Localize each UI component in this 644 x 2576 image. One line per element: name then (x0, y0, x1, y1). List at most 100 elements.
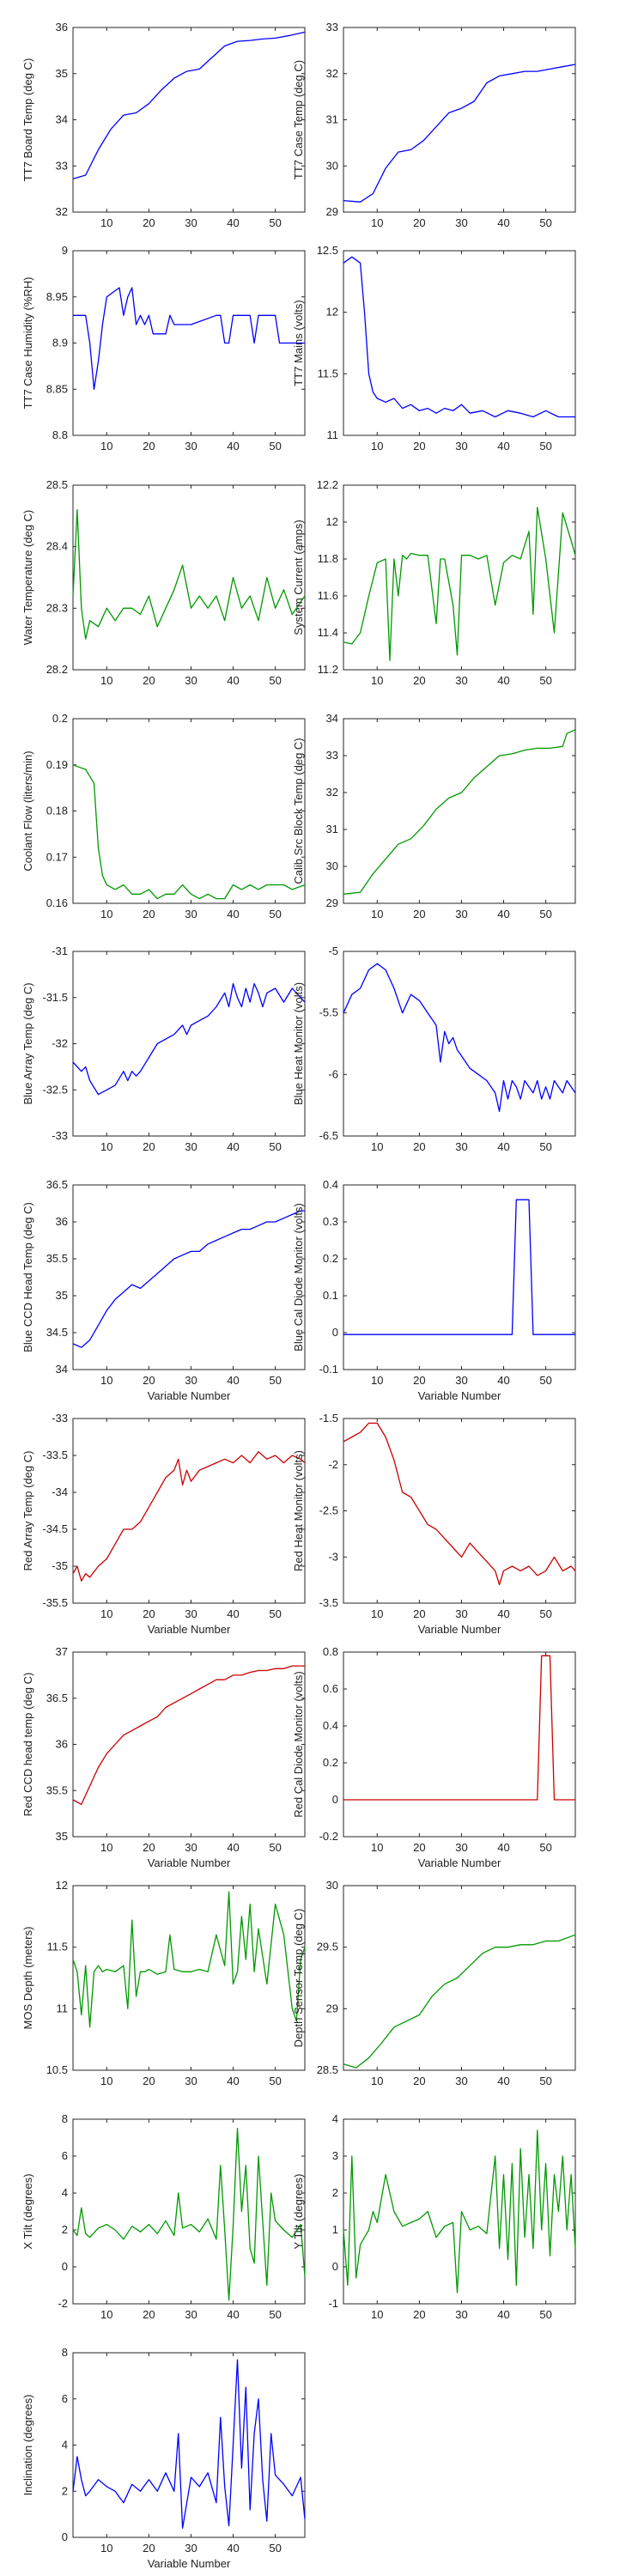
x-tick-label: 30 (455, 1374, 467, 1387)
y-tick-label: -0.1 (319, 1363, 338, 1376)
x-tick-label: 40 (497, 1607, 509, 1620)
series-line (72, 1451, 306, 1582)
x-tick-label: 50 (269, 1607, 281, 1620)
y-tick-label: -2 (58, 2297, 68, 2310)
y-tick-label: -35 (52, 1559, 68, 1572)
plot-area (343, 27, 576, 213)
y-tick-label: 0.4 (323, 1178, 338, 1191)
x-tick-label: 10 (100, 1607, 112, 1620)
chart-panel: 34 34.5 35 35.5 36 36.5 10 20 30 40 50 Blue CCD Hea… (21, 1178, 306, 1402)
x-tick-label: 40 (497, 1140, 509, 1153)
y-tick-label: 30 (326, 1879, 338, 1892)
chart-panel: -3.5 -3 -2.5 -2 -1.5 10 20 30 40 50 Red Heat Monit… (292, 1412, 576, 1636)
y-tick-label: 12 (326, 306, 338, 319)
x-tick-label: 10 (371, 440, 383, 453)
y-tick-label: 0.17 (46, 850, 68, 863)
y-tick-label: -3.5 (319, 1596, 338, 1609)
y-tick-label: 0.16 (46, 896, 68, 909)
y-tick-label: 28.3 (46, 601, 68, 614)
y-tick-label: 0 (62, 2530, 68, 2543)
x-tick-label: 20 (413, 216, 425, 229)
x-tick-label: 40 (497, 2308, 509, 2321)
y-tick-label: -33.5 (42, 1449, 68, 1461)
x-tick-label: 40 (227, 1841, 239, 1854)
x-tick-label: 20 (143, 216, 155, 229)
chart-panel: 29 30 31 32 33 10 20 30 40 50 TT7 Case Temp (deg C… (292, 21, 576, 229)
y-tick-label: 2 (332, 2186, 338, 2199)
y-tick-label: 35 (56, 1830, 68, 1843)
x-tick-label: 40 (497, 908, 509, 920)
series-line (343, 1422, 576, 1586)
y-axis-label: Depth Sensor Temp (deg C) (292, 1909, 305, 2048)
y-tick-label: 0 (332, 1793, 338, 1806)
x-tick-label: 20 (413, 440, 425, 453)
x-tick-label: 20 (143, 1374, 155, 1387)
y-tick-label: 12 (326, 515, 338, 528)
series-line (72, 1891, 306, 2028)
series-line (343, 507, 576, 661)
y-tick-label: 29.5 (317, 1941, 338, 1953)
y-tick-label: 11 (57, 2002, 69, 2014)
x-tick-label: 50 (539, 1841, 551, 1854)
x-tick-label: 30 (455, 1607, 467, 1620)
y-tick-label: 11.5 (318, 367, 338, 380)
y-tick-label: 34.5 (46, 1326, 68, 1339)
x-tick-label: 20 (143, 2542, 155, 2555)
plot-area (72, 1651, 306, 1838)
y-tick-label: 30 (326, 159, 338, 172)
y-tick-label: 2 (62, 2223, 68, 2236)
plot-area (72, 1418, 306, 1604)
y-tick-label: -35.5 (42, 1596, 68, 1609)
x-tick-label: 20 (143, 1841, 155, 1854)
x-tick-label: 30 (455, 908, 467, 920)
x-tick-label: 50 (269, 2542, 281, 2555)
x-tick-label: 10 (371, 2075, 383, 2087)
x-tick-label: 10 (371, 1140, 383, 1153)
y-tick-label: 28.4 (46, 540, 68, 553)
chart-panel: 29 30 31 32 33 34 10 20 30 40 50 Calib Src Block Te… (292, 712, 576, 920)
x-tick-label: 30 (185, 216, 197, 229)
x-tick-label: 40 (227, 1140, 239, 1153)
x-tick-label: 10 (371, 1607, 383, 1620)
series-line (343, 1655, 575, 1801)
y-tick-label: 12.5 (317, 244, 338, 257)
y-tick-label: 9 (62, 244, 68, 257)
chart-panel: 10.5 11 11.5 12 10 20 30 40 50 MOS Depth (meters) (21, 1879, 306, 2087)
y-tick-label: -2 (328, 1458, 338, 1471)
series-line (72, 2128, 306, 2301)
x-tick-label: 20 (143, 674, 155, 687)
y-tick-label: 30 (326, 860, 338, 872)
y-tick-label: -3 (328, 1550, 338, 1563)
chart-panel: -35.5 -35 -34.5 -34 -33.5 -33 10 20 30 40 50 Red Ar… (21, 1412, 306, 1636)
x-axis-label: Variable Number (148, 1856, 231, 1869)
x-tick-label: 40 (227, 2542, 239, 2555)
y-tick-label: -32 (52, 1037, 68, 1050)
x-tick-label: 40 (227, 1607, 239, 1620)
x-tick-label: 50 (539, 2308, 551, 2321)
y-tick-label: -6 (328, 1067, 338, 1080)
x-axis-label: Variable Number (418, 1623, 501, 1636)
x-tick-label: 10 (371, 2308, 383, 2321)
x-tick-label: 40 (497, 1841, 509, 1854)
y-tick-label: 1 (332, 2223, 338, 2236)
x-tick-label: 50 (269, 1841, 281, 1854)
y-tick-label: 36 (56, 21, 68, 33)
y-tick-label: 10.5 (46, 2063, 68, 2076)
y-tick-label: -0.2 (319, 1830, 338, 1843)
chart-panel: -0.1 0 0.1 0.2 0.3 0.4 10 20 30 40 50 Blue Cal Diod… (292, 1178, 576, 1402)
y-tick-label: -1.5 (319, 1412, 338, 1425)
y-tick-label: 29 (326, 205, 338, 218)
x-tick-label: 30 (185, 908, 197, 920)
x-tick-label: 50 (269, 674, 281, 687)
x-tick-label: 30 (455, 1140, 467, 1153)
y-tick-label: 0.4 (323, 1719, 338, 1732)
y-tick-label: 29 (326, 2002, 338, 2014)
chart-panel: 11 11.5 12 12.5 10 20 30 40 50 TT7 Mains (volts) (292, 244, 576, 453)
y-tick-label: 11 (327, 428, 339, 441)
y-tick-label: 11.8 (318, 552, 338, 565)
y-tick-label: 8.9 (52, 337, 68, 349)
x-tick-label: 10 (371, 908, 383, 920)
x-tick-label: 20 (143, 2075, 155, 2087)
y-tick-label: 0.6 (323, 1682, 338, 1695)
y-axis-label: Inclination (degrees) (21, 2395, 34, 2496)
